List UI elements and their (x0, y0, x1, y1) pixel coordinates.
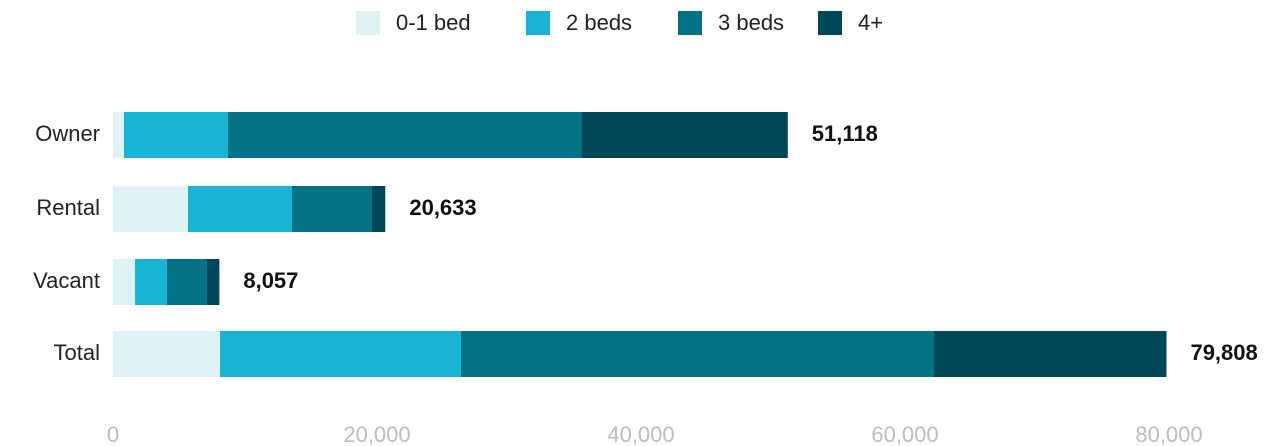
bar-segment (113, 186, 188, 232)
bar-segment (206, 259, 220, 305)
bar-segment (123, 112, 228, 158)
bar-segment (113, 112, 124, 158)
bar-segment (113, 259, 136, 305)
category-label: Owner (35, 121, 100, 146)
bar-segment (113, 331, 221, 377)
legend-label: 0-1 bed (396, 10, 471, 35)
x-tick-label: 20,000 (343, 422, 410, 446)
category-label: Rental (36, 195, 100, 220)
legend-label: 3 beds (718, 10, 784, 35)
bar-segment (460, 331, 935, 377)
bar-segment (135, 259, 167, 305)
x-tick-label: 60,000 (871, 422, 938, 446)
x-tick-label: 40,000 (607, 422, 674, 446)
legend-swatch (526, 11, 550, 35)
bar-segment (581, 112, 788, 158)
legend-swatch (678, 11, 702, 35)
total-label: 8,057 (243, 268, 298, 293)
legend-label: 4+ (858, 10, 883, 35)
x-tick-label: 0 (107, 422, 119, 446)
bar-segment (227, 112, 582, 158)
legend-swatch (818, 11, 842, 35)
bar-segment (220, 331, 461, 377)
bar-segment (291, 186, 372, 232)
total-label: 79,808 (1190, 340, 1257, 365)
category-label: Total (54, 340, 100, 365)
total-label: 51,118 (812, 121, 878, 146)
total-label: 20,633 (409, 195, 476, 220)
x-tick-label: 80,000 (1135, 422, 1202, 446)
bar-segment (187, 186, 292, 232)
bar-segment (166, 259, 207, 305)
legend-label: 2 beds (566, 10, 632, 35)
legend-swatch (356, 11, 380, 35)
category-label: Vacant (33, 268, 100, 293)
bar-segment (371, 186, 386, 232)
bar-segment (934, 331, 1167, 377)
